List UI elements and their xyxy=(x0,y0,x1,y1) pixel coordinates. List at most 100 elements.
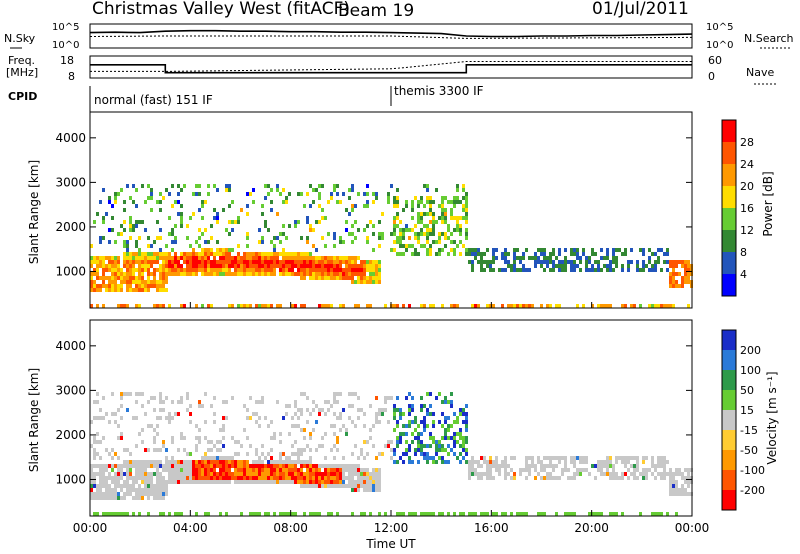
power-cell xyxy=(174,224,177,228)
velocity-cell xyxy=(261,468,264,472)
velocity-cell xyxy=(447,512,450,516)
velocity-cell xyxy=(438,456,441,460)
velocity-cell xyxy=(438,440,441,444)
power-cell xyxy=(336,192,339,196)
power-cell xyxy=(606,248,609,252)
velocity-cell xyxy=(162,444,165,448)
velocity-cell xyxy=(426,444,429,448)
velocity-cell xyxy=(378,476,381,480)
power-cell xyxy=(96,212,99,216)
power-cell xyxy=(201,256,204,260)
power-cell xyxy=(405,228,408,232)
power-cell xyxy=(219,252,222,256)
power-cell xyxy=(231,220,234,224)
power-cell xyxy=(189,244,192,248)
velocity-cell xyxy=(240,480,243,484)
power-cell xyxy=(210,248,213,252)
power-ytick-label: 2000 xyxy=(55,220,86,234)
power-cell xyxy=(312,244,315,248)
velocity-cell xyxy=(177,460,180,464)
velocity-cell xyxy=(426,456,429,460)
velocity-cell xyxy=(357,488,360,492)
velocity-cell xyxy=(552,468,555,472)
power-cell xyxy=(348,272,351,276)
velocity-cell xyxy=(117,468,120,472)
power-cell xyxy=(606,304,609,308)
power-cell xyxy=(228,204,231,208)
power-cell xyxy=(393,196,396,200)
velocity-cell xyxy=(276,472,279,476)
power-cell xyxy=(126,272,129,276)
power-cell xyxy=(333,188,336,192)
velocity-cell xyxy=(351,392,354,396)
power-cell xyxy=(372,200,375,204)
velocity-cell xyxy=(141,480,144,484)
velocity-cell xyxy=(321,472,324,476)
velocity-cell xyxy=(456,456,459,460)
velocity-cell xyxy=(546,476,549,480)
power-cell xyxy=(351,276,354,280)
velocity-cell xyxy=(90,492,93,496)
velocity-cell xyxy=(342,484,345,488)
velocity-cell xyxy=(249,444,252,448)
power-cell xyxy=(534,260,537,264)
power-cell xyxy=(408,228,411,232)
power-cell xyxy=(465,196,468,200)
noise-right-label: N.Search xyxy=(744,32,794,45)
power-cell xyxy=(336,272,339,276)
power-cell xyxy=(237,220,240,224)
velocity-cell xyxy=(336,512,339,516)
power-cell xyxy=(426,200,429,204)
power-cell xyxy=(210,264,213,268)
power-cell xyxy=(153,260,156,264)
power-cell xyxy=(366,280,369,284)
power-cell xyxy=(108,240,111,244)
velocity-cell xyxy=(195,444,198,448)
power-cell xyxy=(294,272,297,276)
velocity-cell xyxy=(285,472,288,476)
power-cell xyxy=(327,276,330,280)
power-cell xyxy=(588,256,591,260)
power-cell xyxy=(153,280,156,284)
velocity-cell xyxy=(318,444,321,448)
power-cell xyxy=(165,288,168,292)
velocity-cell xyxy=(351,480,354,484)
power-cell xyxy=(336,260,339,264)
velocity-cell xyxy=(288,432,291,436)
velocity-cell xyxy=(417,424,420,428)
power-cell xyxy=(639,248,642,252)
velocity-cell xyxy=(153,408,156,412)
velocity-cell xyxy=(468,512,471,516)
velocity-cell xyxy=(354,392,357,396)
power-cell xyxy=(318,184,321,188)
power-cell xyxy=(129,220,132,224)
velocity-cell xyxy=(216,480,219,484)
velocity-cell xyxy=(189,468,192,472)
power-cell xyxy=(600,248,603,252)
power-cell xyxy=(99,284,102,288)
power-cell xyxy=(213,256,216,260)
power-cell xyxy=(225,228,228,232)
power-cell xyxy=(381,236,384,240)
power-cell xyxy=(156,252,159,256)
velocity-cell xyxy=(393,412,396,416)
velocity-cell xyxy=(351,488,354,492)
velocity-cell xyxy=(414,448,417,452)
power-cell xyxy=(330,192,333,196)
power-cell xyxy=(372,280,375,284)
power-cell xyxy=(573,248,576,252)
velocity-cell xyxy=(264,456,267,460)
power-cell xyxy=(318,272,321,276)
power-cell xyxy=(405,204,408,208)
velocity-cell xyxy=(108,488,111,492)
power-cell xyxy=(534,264,537,268)
velocity-cell xyxy=(639,512,642,516)
velocity-cell xyxy=(180,480,183,484)
time-tick-label: 04:00 xyxy=(173,521,208,535)
velocity-cell xyxy=(297,472,300,476)
power-cell xyxy=(675,260,678,264)
power-cell xyxy=(354,280,357,284)
power-cell xyxy=(408,244,411,248)
power-cell xyxy=(366,264,369,268)
velocity-cell xyxy=(405,452,408,456)
